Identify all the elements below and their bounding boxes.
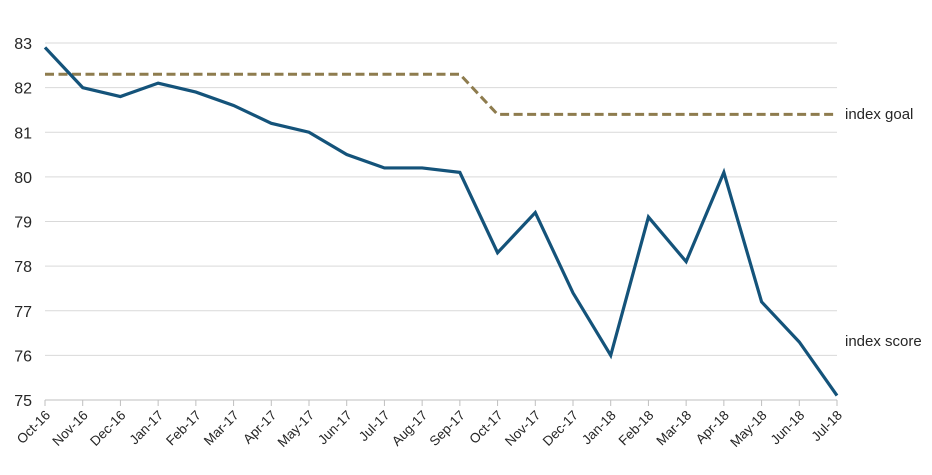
x-axis-tick-label: Jul-18 [809, 408, 846, 445]
x-axis-tick-label: Feb-17 [163, 408, 204, 449]
y-axis-tick-label: 77 [14, 304, 32, 321]
x-axis-ticks [44, 400, 838, 406]
y-axis-tick-label: 78 [14, 259, 32, 276]
index-goal-line [45, 72, 837, 116]
x-axis-tick-label: Jan-17 [126, 408, 166, 448]
x-axis-tick-label: Jan-18 [579, 408, 619, 448]
x-axis-tick-label: Jun-17 [315, 408, 355, 448]
x-axis-tick-label: Sep-17 [427, 408, 468, 449]
x-axis-tick-label: May-18 [727, 408, 769, 450]
x-axis-tick-label: Nov-17 [502, 408, 543, 449]
x-axis-tick-label: May-17 [275, 408, 317, 450]
x-axis-tick-label: Dec-17 [540, 408, 581, 449]
x-axis-tick-label: Aug-17 [389, 408, 430, 449]
x-axis-tick-label: Dec-16 [87, 408, 128, 449]
y-axis-tick-label: 75 [14, 393, 32, 410]
index-goal-label: index goal [845, 106, 913, 123]
x-axis-tick-label: Jul-17 [356, 408, 393, 445]
index-score-line [43, 46, 839, 397]
y-axis-tick-label: 80 [14, 170, 32, 187]
y-axis-tick-label: 83 [14, 36, 32, 53]
y-axis-labels: 75 76 77 78 79 80 81 82 83 [14, 36, 32, 410]
y-axis-tick-label: 81 [14, 125, 32, 142]
x-axis-tick-label: Mar-18 [653, 408, 694, 449]
y-axis-tick-label: 82 [14, 81, 32, 98]
y-axis-tick-label: 79 [14, 215, 32, 232]
x-axis-tick-label: Apr-17 [240, 408, 279, 447]
gridlines [45, 42, 837, 356]
x-axis-tick-label: Jun-18 [768, 408, 808, 448]
y-axis-tick-label: 76 [14, 348, 32, 365]
x-axis-tick-label: Oct-16 [14, 408, 53, 447]
index-score-label: index score [845, 333, 922, 350]
x-axis-tick-label: Oct-17 [466, 408, 505, 447]
x-axis-tick-label: Apr-18 [693, 408, 732, 447]
x-axis-labels: Oct-16Nov-16Dec-16Jan-17Feb-17Mar-17Apr-… [14, 408, 845, 450]
x-axis-tick-label: Feb-18 [616, 408, 657, 449]
x-axis-tick-label: Nov-16 [49, 408, 90, 449]
x-axis-tick-label: Mar-17 [201, 408, 242, 449]
